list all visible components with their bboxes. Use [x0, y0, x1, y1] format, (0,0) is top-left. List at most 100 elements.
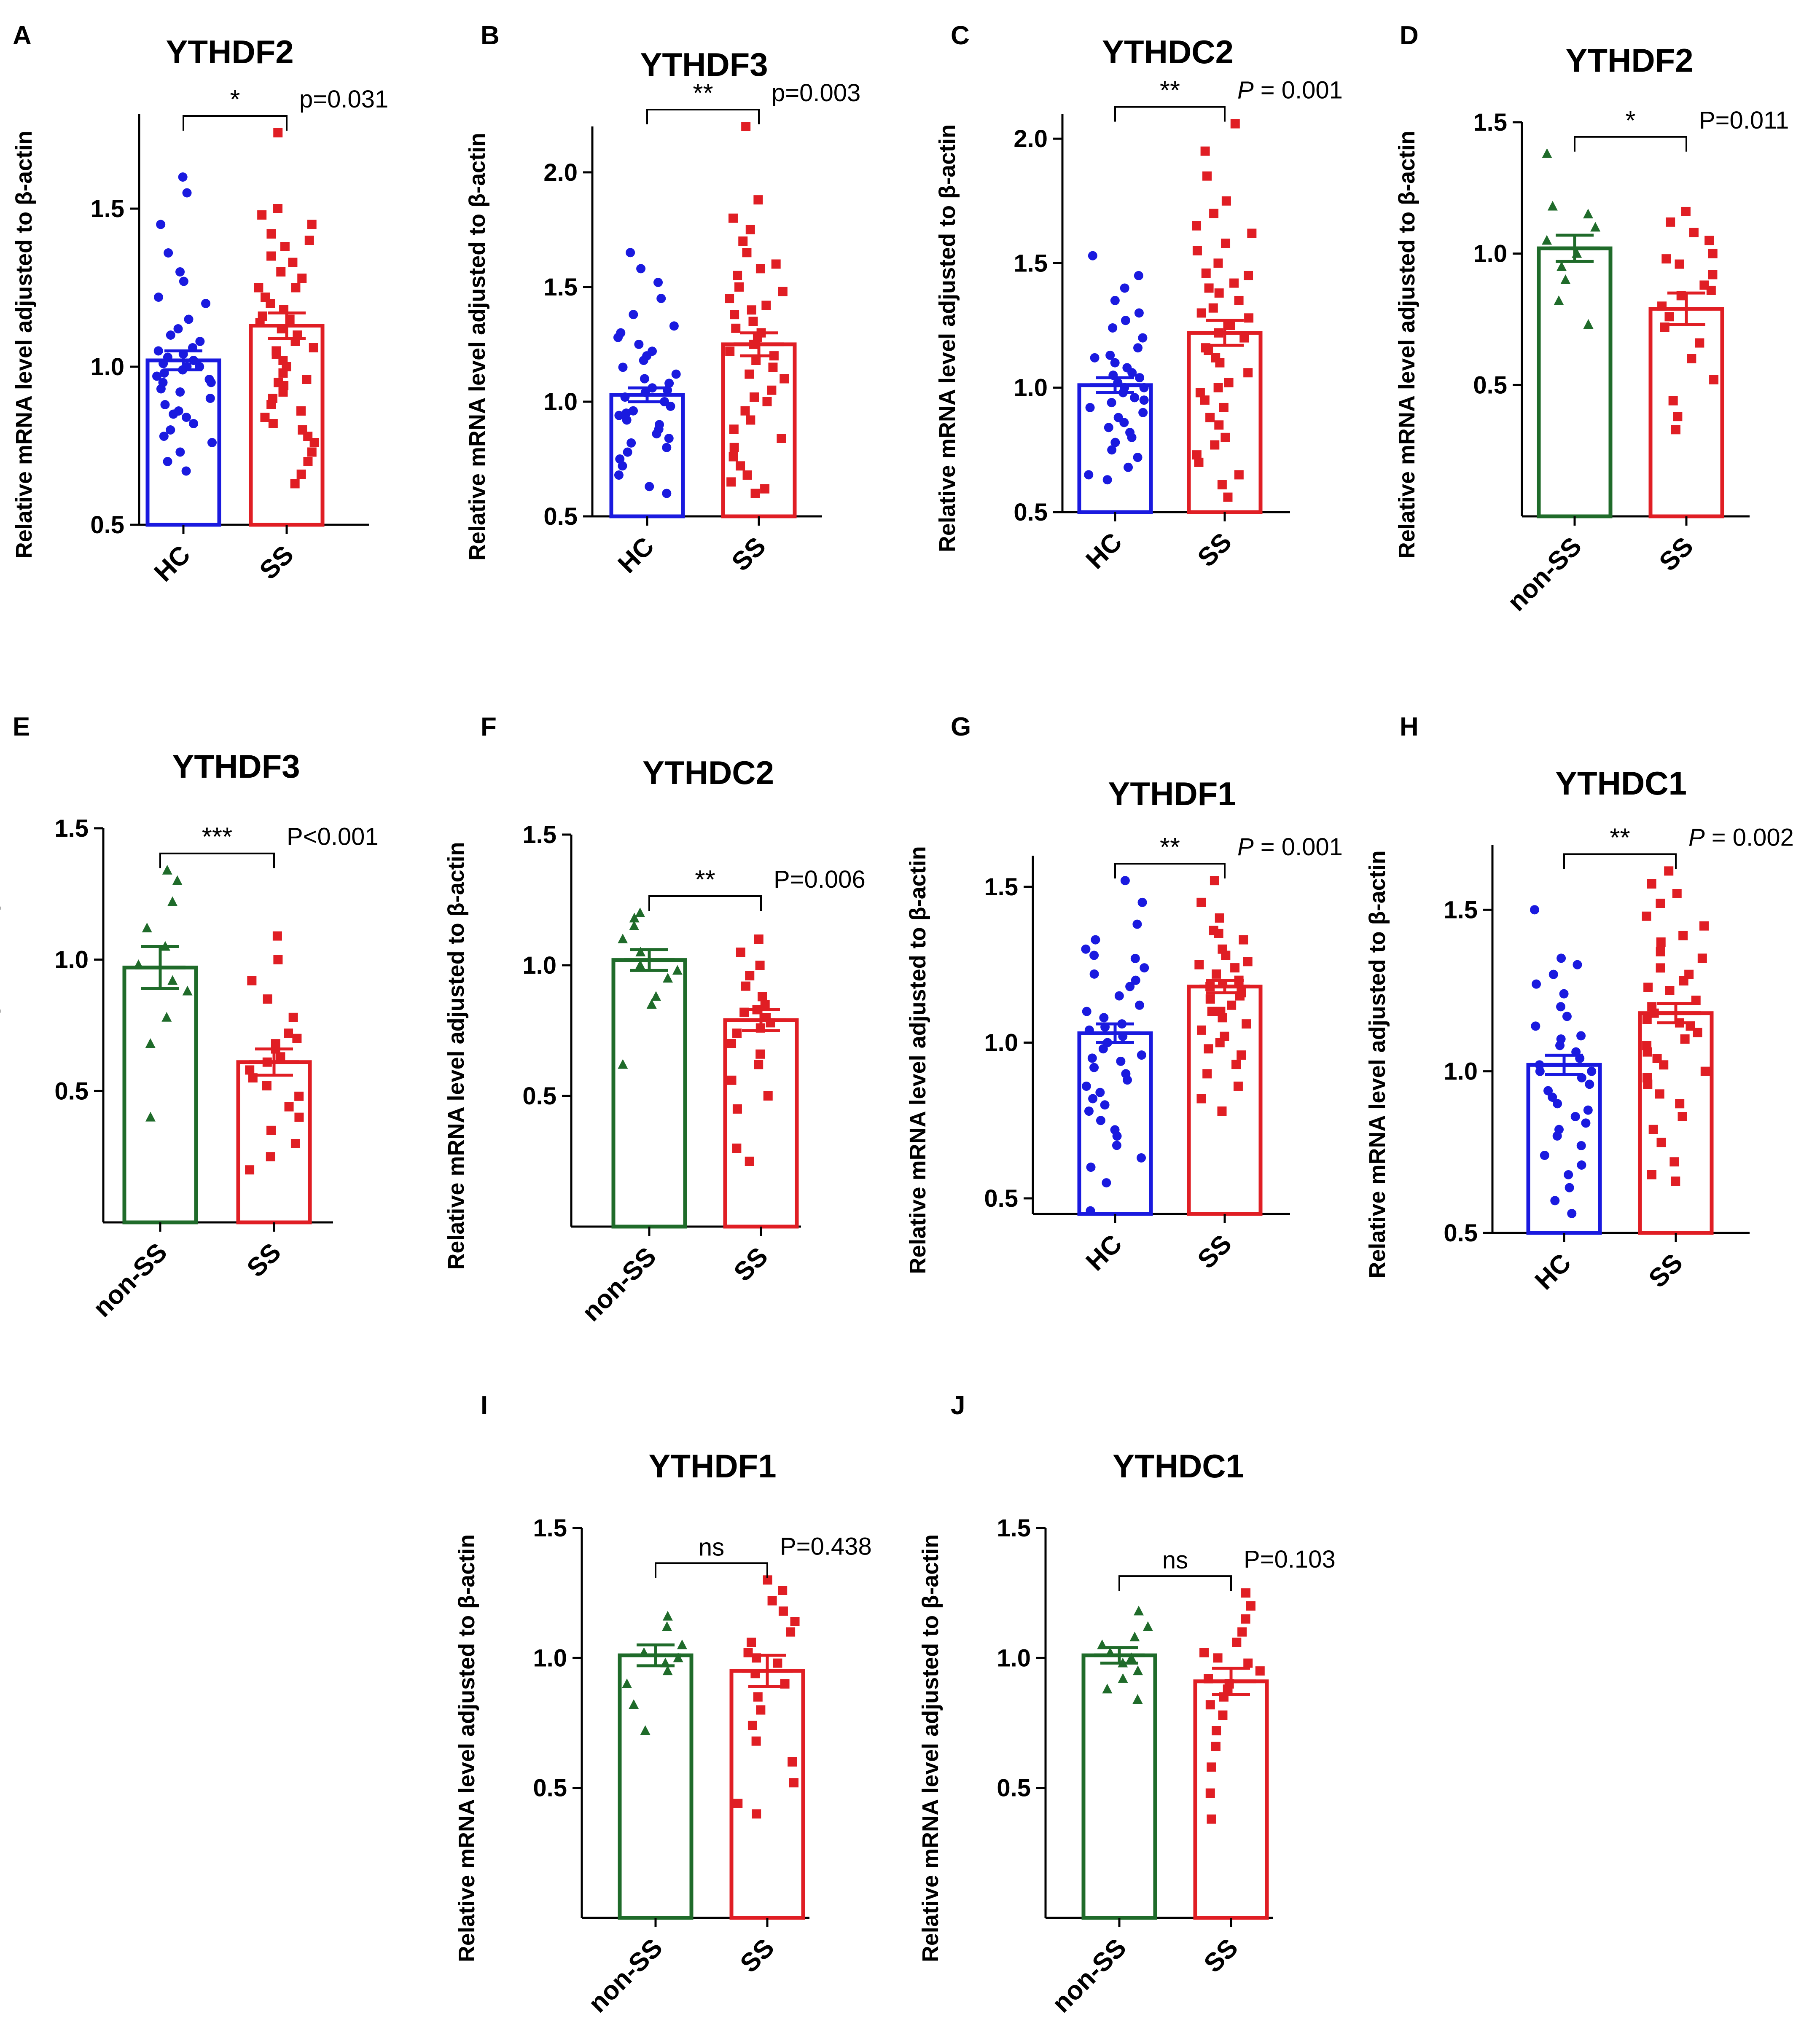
data-point-hc — [1102, 475, 1112, 485]
data-point-ss — [1202, 171, 1212, 181]
data-point-hc — [1587, 1066, 1597, 1076]
y-tick-label: 1.5 — [997, 1514, 1031, 1542]
data-point-ss — [303, 457, 313, 466]
data-point-hc — [1107, 398, 1116, 408]
data-point-hc — [666, 401, 675, 411]
y-tick-label: 1.5 — [984, 873, 1018, 901]
data-point-ss — [1207, 1762, 1216, 1772]
data-point-hc — [1567, 1209, 1577, 1218]
data-point-hc — [1089, 969, 1099, 979]
panel-title: YTHDF2 — [1565, 42, 1693, 79]
data-point-ss — [1656, 963, 1665, 973]
data-point-ss — [741, 981, 750, 991]
data-point-ss — [288, 258, 298, 267]
data-point-hc — [1565, 1183, 1574, 1192]
data-point-non-ss — [1542, 148, 1552, 158]
data-point-ss — [1210, 876, 1219, 886]
y-tick-label: 2.0 — [1014, 125, 1048, 153]
data-point-ss — [755, 1049, 765, 1059]
y-tick-label: 1.0 — [90, 353, 124, 381]
data-point-ss — [1196, 1025, 1206, 1035]
significance-marker: ns — [699, 1533, 724, 1561]
significance-bracket — [1563, 853, 1677, 869]
data-point-ss — [304, 236, 314, 245]
data-point-hc — [195, 337, 205, 346]
data-point-hc — [1085, 403, 1095, 412]
data-point-ss — [297, 274, 307, 283]
data-point-hc — [614, 411, 624, 420]
data-point-ss — [266, 1125, 276, 1135]
significance-marker: ** — [695, 865, 715, 894]
data-point-ss — [1656, 937, 1666, 947]
significance-marker: ** — [1160, 833, 1180, 862]
data-point-ss — [767, 1596, 777, 1606]
data-point-ss — [745, 971, 755, 980]
data-point-ss — [1214, 420, 1224, 430]
data-point-ss — [778, 1606, 788, 1616]
data-point-non-ss — [618, 1059, 628, 1069]
data-point-hc — [626, 248, 635, 258]
data-point-ss — [755, 961, 765, 970]
data-point-hc — [618, 461, 627, 471]
data-point-ss — [1232, 1638, 1242, 1647]
significance-bracket — [655, 1562, 768, 1578]
data-point-ss — [1196, 897, 1206, 907]
x-tick-label: SS — [735, 1933, 780, 1978]
data-point-ss — [1655, 1089, 1664, 1099]
data-point-ss — [1678, 931, 1688, 940]
data-point-ss — [745, 225, 755, 234]
data-point-hc — [1110, 358, 1120, 368]
data-point-ss — [1660, 322, 1669, 332]
data-point-ss — [1643, 1079, 1653, 1089]
data-point-ss — [1706, 285, 1716, 295]
data-point-ss — [762, 397, 772, 406]
data-point-hc — [205, 394, 215, 403]
data-point-ss — [272, 346, 281, 356]
data-point-ss — [272, 931, 282, 941]
data-point-ss — [748, 317, 758, 326]
data-point-ss — [732, 1028, 742, 1038]
data-point-ss — [1648, 1125, 1658, 1134]
y-tick-label: 1.0 — [1444, 1058, 1478, 1085]
data-point-ss — [732, 1144, 742, 1153]
data-point-ss — [1671, 425, 1680, 435]
significance-marker: ** — [1610, 823, 1630, 852]
data-point-ss — [266, 229, 276, 239]
panel-letter: A — [13, 21, 32, 50]
p-value-label: p=0.003 — [772, 79, 860, 107]
data-point-ss — [1668, 396, 1678, 405]
p-value-label: P = 0.001 — [1237, 77, 1343, 104]
data-point-ss — [1247, 228, 1257, 238]
data-point-ss — [1700, 1066, 1710, 1076]
data-point-ss — [1217, 480, 1227, 490]
data-point-non-ss — [1542, 235, 1552, 245]
data-point-ss — [1709, 375, 1719, 384]
data-point-ss — [1213, 383, 1223, 392]
data-point-ss — [1659, 1060, 1669, 1070]
data-point-hc — [1110, 438, 1120, 447]
data-point-non-ss — [1129, 1632, 1140, 1641]
data-point-hc — [153, 346, 163, 356]
y-axis-label: Relative mRNA level adjusted to β-actin — [918, 1534, 943, 1962]
data-point-ss — [1227, 1000, 1237, 1010]
data-point-ss — [753, 195, 763, 205]
panel-letter: J — [951, 1391, 965, 1420]
data-point-ss — [278, 387, 288, 397]
data-point-non-ss — [145, 1112, 156, 1122]
data-point-hc — [1089, 951, 1099, 960]
y-tick-label: 1.5 — [54, 815, 89, 842]
p-value-label: P = 0.001 — [1237, 833, 1343, 861]
data-point-non-ss — [1133, 1665, 1143, 1676]
panel-e: E YTHDF3 Relative mRNA level adjusted to β… — [0, 712, 379, 1323]
data-point-hc — [1107, 445, 1117, 455]
data-point-ss — [266, 400, 276, 409]
significance-bracket — [646, 109, 760, 124]
data-point-hc — [1550, 1196, 1560, 1206]
data-point-hc — [1116, 1056, 1126, 1066]
data-point-hc — [1581, 1118, 1591, 1128]
significance-bracket — [1574, 136, 1687, 152]
data-point-hc — [175, 267, 185, 277]
data-point-hc — [184, 314, 194, 324]
data-point-ss — [1214, 929, 1223, 938]
